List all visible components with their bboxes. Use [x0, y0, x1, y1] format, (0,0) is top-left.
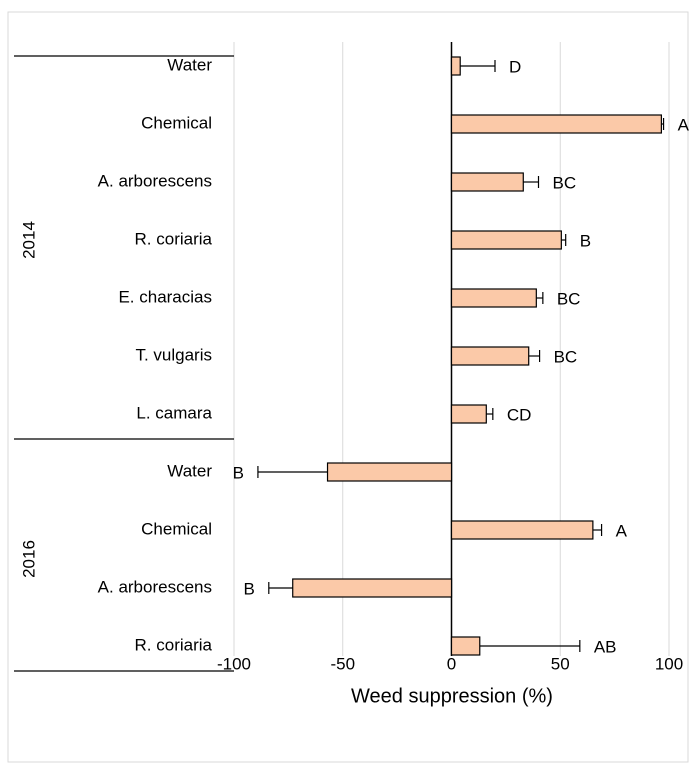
category-label: L. camara: [136, 403, 212, 422]
category-label: A. arborescens: [98, 171, 212, 190]
category-label: Chemical: [141, 113, 212, 132]
x-axis-title: Weed suppression (%): [351, 685, 553, 707]
significance-letter: B: [233, 463, 244, 482]
bar: [292, 578, 453, 598]
group-label: 2014: [19, 221, 38, 259]
bar: [450, 346, 530, 366]
category-label: Chemical: [141, 519, 212, 538]
significance-letter: AB: [594, 637, 617, 656]
chart-frame: [7, 11, 689, 763]
x-tick-label: 50: [551, 654, 570, 673]
category-label: E. characias: [118, 287, 212, 306]
bar: [450, 288, 537, 308]
bar: [450, 520, 594, 540]
significance-letter: BC: [553, 173, 577, 192]
x-tick-label: -100: [217, 654, 251, 673]
significance-letter: D: [509, 57, 521, 76]
bar: [326, 462, 453, 482]
x-tick-label: 100: [655, 654, 683, 673]
significance-letter: BC: [557, 289, 581, 308]
significance-letter: BC: [554, 347, 578, 366]
significance-letter: B: [243, 579, 254, 598]
category-label: R. coriaria: [135, 229, 213, 248]
bar: [450, 636, 481, 656]
significance-letter: B: [580, 231, 591, 250]
x-tick-label: -50: [330, 654, 355, 673]
bar: [450, 404, 487, 424]
bar: [450, 114, 662, 134]
x-tick-label: 0: [447, 654, 456, 673]
bar: [450, 172, 524, 192]
bar: [450, 56, 461, 76]
category-label: T. vulgaris: [135, 345, 212, 364]
significance-letter: A: [678, 115, 690, 134]
significance-letter: CD: [507, 405, 532, 424]
category-label: Water: [167, 461, 212, 480]
category-label: R. coriaria: [135, 635, 213, 654]
group-label: 2016: [19, 540, 38, 578]
bar: [450, 230, 562, 250]
category-label: A. arborescens: [98, 577, 212, 596]
category-label: Water: [167, 55, 212, 74]
significance-letter: A: [616, 521, 628, 540]
